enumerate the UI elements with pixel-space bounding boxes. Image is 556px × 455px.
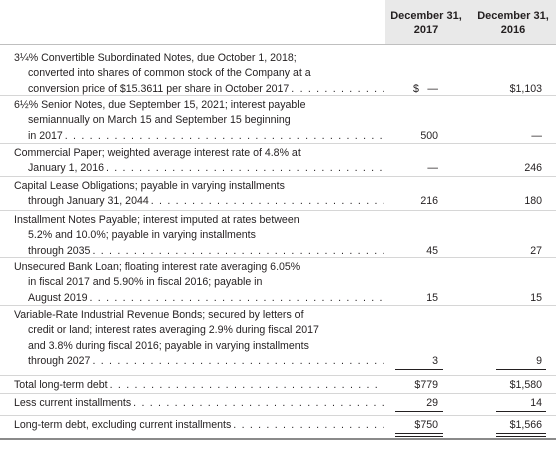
column-header-2017: December 31, 2017	[390, 10, 462, 36]
value-2017: 15	[426, 291, 438, 304]
value-2016: 14	[530, 397, 542, 409]
dot-leader: . . . . . . . . . . . . . . . . . . . . …	[109, 379, 384, 391]
row-label-line: and 3.8% during fiscal 2016; payable in …	[28, 339, 309, 352]
value-2016: $1,580	[509, 379, 542, 391]
dot-leader: . . . . . . . . . . . . . . . . . . . . …	[92, 244, 384, 257]
value-2017: —	[427, 82, 438, 95]
dot-leader: . . . . . . . . . . . . . . . . . . . . …	[105, 162, 384, 175]
row-label-line: Total long-term debt	[14, 379, 108, 391]
row-label-line: January 1, 2016	[28, 162, 104, 175]
value-2016: 27	[530, 244, 542, 257]
row-label-line: converted into shares of common stock of…	[28, 67, 311, 80]
row-label-line: Long-term debt, excluding current instal…	[14, 419, 232, 431]
row-divider	[0, 176, 556, 177]
row-label-line: Unsecured Bank Loan; floating interest r…	[14, 261, 301, 273]
header-band	[385, 0, 556, 44]
row-label-line: conversion price of $15.3611 per share i…	[28, 82, 290, 95]
dot-leader: . . . . . . . . . . . . . . . . . . . . …	[92, 355, 384, 368]
row-label-line: 3¼% Convertible Subordinated Notes, due …	[14, 52, 297, 64]
subtotal-rule	[496, 411, 546, 412]
row-label-line: Commercial Paper; weighted average inter…	[14, 147, 301, 159]
dollar-sign: $	[413, 82, 419, 95]
column-header-2016: December 31, 2016	[477, 10, 549, 36]
row-divider	[0, 95, 556, 96]
row-divider	[0, 415, 556, 416]
value-2017: 29	[426, 397, 438, 409]
dot-leader: . . . . . . . . . . . . . . . . . . . . …	[150, 195, 384, 208]
dot-leader: . . . . . . . . . . . . . . . . . . . . …	[291, 82, 384, 95]
dot-leader: . . . . . . . . . . . . . . . . . . . . …	[133, 397, 384, 409]
table-bottom-rule	[0, 438, 556, 440]
row-divider	[0, 375, 556, 376]
row-label-line: Installment Notes Payable; interest impu…	[14, 214, 300, 226]
row-divider	[0, 305, 556, 306]
row-label-line: August 2019	[28, 291, 88, 304]
value-2016: $1,103	[509, 82, 542, 95]
value-2016: 246	[524, 162, 542, 175]
row-label-line: through January 31, 2044	[28, 195, 149, 208]
row-label-line: through 2035	[28, 244, 91, 257]
subtotal-rule	[496, 369, 546, 371]
row-label-line: semiannually on March 15 and September 1…	[28, 114, 291, 127]
value-2016: 180	[524, 195, 542, 208]
row-divider	[0, 257, 556, 258]
total-double-rule	[496, 433, 546, 437]
row-label-line: Capital Lease Obligations; payable in va…	[14, 180, 285, 192]
row-label-line: Less current installments	[14, 397, 132, 409]
value-2017: —	[427, 162, 438, 175]
row-label-line: 6½% Senior Notes, due September 15, 2021…	[14, 99, 306, 111]
header-divider	[0, 44, 556, 45]
subtotal-rule	[395, 411, 443, 412]
value-2017: 216	[420, 195, 438, 208]
value-2016: $1,566	[509, 419, 542, 431]
row-divider	[0, 210, 556, 211]
value-2016: 15	[530, 291, 542, 304]
row-label-line: Variable-Rate Industrial Revenue Bonds; …	[14, 309, 304, 321]
value-2017: $779	[414, 379, 438, 391]
row-divider	[0, 143, 556, 144]
value-2017: 3	[432, 355, 438, 368]
value-2016: —	[531, 129, 542, 142]
value-2017: 500	[420, 129, 438, 142]
subtotal-rule	[395, 369, 443, 371]
total-double-rule	[395, 433, 443, 437]
dot-leader: . . . . . . . . . . . . . . . . . . . . …	[233, 419, 384, 431]
value-2017: $750	[414, 419, 438, 431]
row-label-line: in 2017	[28, 129, 63, 142]
dot-leader: . . . . . . . . . . . . . . . . . . . . …	[89, 291, 385, 304]
row-label-line: through 2027	[28, 355, 91, 368]
dot-leader: . . . . . . . . . . . . . . . . . . . . …	[64, 129, 384, 142]
row-label-line: credit or land; interest rates averaging…	[28, 324, 319, 337]
value-2017: 45	[426, 244, 438, 257]
value-2016: 9	[536, 355, 542, 368]
row-label-line: 5.2% and 10.0%; payable in varying insta…	[28, 229, 256, 242]
row-label-line: in fiscal 2017 and 5.90% in fiscal 2016;…	[28, 276, 263, 289]
row-divider	[0, 393, 556, 394]
